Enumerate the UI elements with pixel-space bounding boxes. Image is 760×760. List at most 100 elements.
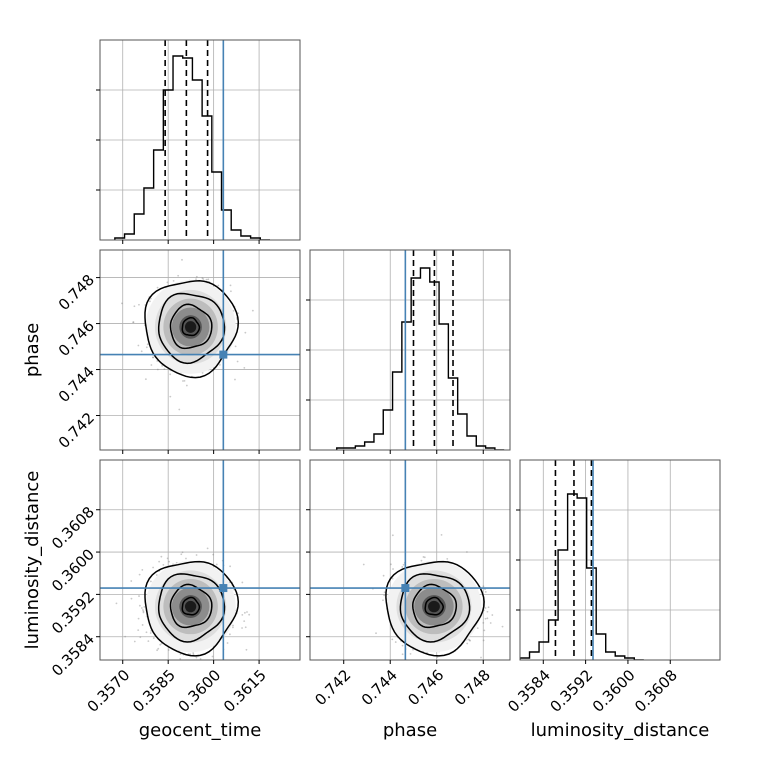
scatter-sample-point [139, 636, 142, 639]
scatter-sample-point [192, 652, 195, 654]
scatter-sample-point [138, 604, 141, 607]
density-contour [399, 573, 471, 643]
histogram-bin [439, 324, 448, 450]
scatter-sample-point [206, 547, 209, 550]
histogram-bin [606, 652, 616, 660]
scatter-sample-point [163, 368, 166, 371]
histogram-bin [231, 230, 241, 240]
scatter-sample-point [137, 617, 140, 620]
x-tick-label: 0.746 [404, 666, 447, 709]
scatter-sample-point [412, 648, 414, 651]
panel-frame [309, 459, 511, 661]
y-tick-label: 0.746 [55, 317, 98, 360]
y-tick-label: 0.742 [55, 409, 98, 452]
scatter-sample-point [183, 379, 186, 382]
scatter-sample-point [152, 356, 155, 359]
scatter-sample-point [446, 666, 448, 668]
scatter-sample-point [229, 565, 232, 568]
scatter-sample-point [145, 346, 148, 349]
panel-plot-area [520, 460, 720, 660]
x-tick-label: 0.3608 [631, 666, 681, 716]
scatter-sample-point [241, 581, 244, 584]
scatter-sample-point [248, 613, 251, 616]
scatter-sample-point [143, 606, 146, 608]
x-tick-label: 0.3584 [504, 666, 554, 716]
scatter-sample-point [178, 408, 181, 411]
scatter-sample-point [157, 647, 160, 650]
scatter-sample-point [149, 297, 152, 300]
scatter-sample-point [149, 580, 152, 583]
scatter-sample-point [144, 378, 147, 381]
scatter-sample-point [133, 305, 136, 308]
truth-marker [401, 584, 410, 593]
truth-marker [219, 584, 228, 593]
scatter-sample-point [195, 554, 198, 556]
scatter-sample-point [241, 613, 244, 616]
scatter-sample-point [172, 279, 175, 282]
x-axis-label: geocent_time [139, 720, 262, 741]
density-contour [169, 303, 213, 350]
scatter-sample-point [246, 611, 248, 613]
scatter-sample-point [411, 666, 413, 668]
scatter-sample-point [236, 360, 239, 363]
scatter-sample-point [124, 635, 127, 638]
scatter-sample-point [115, 602, 118, 605]
x-tick-label: 0.742 [311, 666, 354, 709]
scatter-sample-point [229, 633, 231, 636]
scatter-sample-point [132, 321, 135, 324]
scatter-sample-point [482, 621, 485, 624]
scatter-sample-point [423, 556, 426, 559]
scatter-sample-point [243, 620, 246, 623]
panel-plot-area [100, 250, 300, 450]
scatter-sample-point [167, 649, 170, 651]
y-tick-label: 0.3608 [48, 503, 98, 553]
panel-luminosity_distance-vs-phase: 0.742 0.744 0.746 0.748 phase [306, 459, 511, 741]
scatter-sample-point [159, 643, 162, 646]
scatter-sample-point [158, 560, 161, 563]
x-tick-label: 0.3585 [129, 666, 179, 716]
density-level-fill [184, 321, 197, 333]
x-axis-label: phase [383, 720, 437, 741]
histogram-bin [125, 234, 135, 240]
histogram-bin [192, 80, 202, 240]
x-tick-label: 0.3592 [547, 666, 597, 716]
histogram-bin [539, 642, 549, 660]
scatter-sample-point [152, 566, 155, 569]
histogram-bin [549, 620, 559, 660]
scatter-sample-point [391, 534, 394, 537]
density-level-fill [184, 600, 197, 613]
density-contour [181, 596, 201, 616]
scatter-sample-point [149, 632, 152, 634]
scatter-sample-point [392, 568, 394, 570]
scatter-sample-point [147, 640, 150, 643]
density-contour [181, 316, 201, 337]
scatter-sample-point [202, 278, 205, 280]
scatter-sample-point [429, 665, 431, 667]
density-contour [424, 596, 444, 616]
scatter-sample-point [487, 606, 490, 609]
scatter-sample-point [142, 609, 144, 611]
scatter-sample-point [389, 563, 392, 566]
scatter-sample-point [237, 312, 240, 315]
y-tick-label: 0.748 [55, 271, 98, 314]
scatter-sample-point [489, 622, 492, 624]
scatter-sample-point [436, 656, 439, 659]
scatter-sample-point [141, 624, 144, 626]
scatter-sample-point [156, 286, 159, 289]
density-contour [169, 583, 213, 629]
scatter-sample-point [467, 638, 470, 641]
scatter-sample-point [486, 610, 489, 613]
scatter-sample-point [181, 258, 183, 261]
histogram-bin [596, 634, 606, 660]
scatter-sample-point [375, 632, 377, 635]
y-tick-label: 0.3584 [48, 630, 98, 680]
panel-luminosity_distance-vs-geocent_time: 0.35700.35850.36000.36150.35840.35920.36… [22, 459, 301, 741]
scatter-sample-point [201, 372, 204, 374]
y-tick-label: 0.3592 [48, 588, 98, 638]
histogram-bin [476, 446, 485, 450]
y-axis-label: luminosity_distance [22, 471, 43, 650]
histogram-bin [411, 278, 420, 450]
scatter-sample-point [465, 551, 468, 553]
